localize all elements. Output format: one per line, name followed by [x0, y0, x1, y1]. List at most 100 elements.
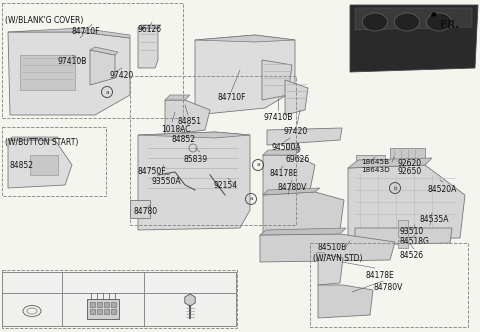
Polygon shape	[138, 25, 161, 28]
Bar	[356, 155, 385, 172]
Text: 84780V: 84780V	[278, 183, 307, 192]
Text: (W/AVN STD): (W/AVN STD)	[313, 255, 362, 264]
Text: 93510: 93510	[400, 227, 424, 236]
Text: 84710F: 84710F	[218, 94, 247, 103]
Polygon shape	[348, 165, 465, 240]
Text: 84178E: 84178E	[366, 271, 395, 280]
Polygon shape	[263, 155, 315, 195]
Polygon shape	[195, 35, 295, 115]
Polygon shape	[355, 228, 452, 245]
Polygon shape	[318, 253, 343, 285]
Text: 84510B: 84510B	[317, 243, 346, 253]
Bar	[20, 55, 75, 90]
Text: 96126: 96126	[138, 26, 162, 35]
Polygon shape	[260, 228, 346, 235]
Text: 69626: 69626	[286, 154, 310, 163]
Text: 92154: 92154	[213, 181, 237, 190]
Polygon shape	[138, 132, 250, 138]
Text: 84535A: 84535A	[419, 215, 448, 224]
Bar	[310, 243, 468, 327]
Polygon shape	[263, 192, 344, 235]
Text: a: a	[256, 162, 260, 168]
Bar	[111, 302, 116, 307]
Text: 84526: 84526	[400, 252, 424, 261]
Bar	[87, 299, 119, 319]
Text: 97420: 97420	[110, 70, 134, 79]
Text: 97410B: 97410B	[57, 57, 86, 66]
Bar	[398, 220, 408, 228]
Bar	[30, 155, 58, 175]
Polygon shape	[8, 32, 130, 115]
Text: 84750F: 84750F	[138, 168, 167, 177]
Ellipse shape	[395, 13, 420, 31]
Bar	[2, 3, 183, 118]
Bar	[104, 309, 109, 314]
Bar	[90, 309, 95, 314]
Bar	[130, 200, 150, 218]
Polygon shape	[285, 80, 308, 115]
Text: a: a	[249, 197, 253, 202]
Bar	[130, 76, 296, 225]
Bar	[2, 272, 236, 326]
Polygon shape	[348, 158, 432, 168]
Text: 94500A: 94500A	[271, 143, 300, 152]
Text: 1249EB: 1249EB	[150, 275, 179, 284]
Polygon shape	[165, 95, 190, 100]
Text: 84852: 84852	[172, 134, 196, 143]
Ellipse shape	[362, 13, 387, 31]
Polygon shape	[8, 137, 58, 140]
Text: 84178E: 84178E	[270, 169, 299, 178]
Text: b  85261C: b 85261C	[67, 275, 106, 284]
Polygon shape	[90, 47, 118, 55]
Text: 84710F: 84710F	[72, 28, 100, 37]
Polygon shape	[263, 150, 300, 155]
Polygon shape	[262, 60, 292, 100]
Text: 84520A: 84520A	[428, 185, 457, 194]
Ellipse shape	[427, 13, 452, 31]
Text: 84852: 84852	[10, 160, 34, 170]
Text: 1018AC: 1018AC	[161, 125, 191, 134]
Text: b: b	[393, 186, 397, 191]
Polygon shape	[260, 234, 395, 262]
Polygon shape	[195, 35, 295, 42]
Polygon shape	[165, 100, 210, 135]
Polygon shape	[350, 5, 478, 72]
Text: 97420: 97420	[284, 127, 308, 136]
Polygon shape	[8, 28, 130, 38]
Polygon shape	[267, 128, 342, 145]
Bar	[2, 127, 106, 196]
Text: 84518G: 84518G	[400, 237, 430, 246]
Polygon shape	[355, 8, 472, 30]
Text: 97410B: 97410B	[264, 113, 293, 122]
Text: 92620: 92620	[398, 159, 422, 169]
Text: 84780: 84780	[133, 208, 157, 216]
Bar	[97, 309, 102, 314]
Bar	[398, 240, 408, 248]
Text: FR.: FR.	[440, 20, 459, 30]
Text: 84780V: 84780V	[374, 284, 403, 292]
Polygon shape	[138, 132, 250, 230]
Polygon shape	[8, 140, 72, 188]
Bar	[398, 230, 408, 237]
Text: a: a	[105, 90, 109, 95]
Text: 93550A: 93550A	[152, 178, 181, 187]
Text: 18645B: 18645B	[361, 159, 389, 165]
Polygon shape	[90, 50, 115, 85]
Bar	[316, 252, 324, 260]
Bar	[97, 302, 102, 307]
Text: (W/BUTTON START): (W/BUTTON START)	[5, 137, 78, 146]
Polygon shape	[138, 28, 158, 68]
Text: 84851: 84851	[177, 117, 201, 125]
Bar	[2, 270, 237, 328]
Bar	[111, 309, 116, 314]
Bar	[104, 302, 109, 307]
Text: (W/BLANK'G COVER): (W/BLANK'G COVER)	[5, 16, 84, 25]
Bar	[286, 143, 298, 152]
Bar	[390, 148, 425, 170]
Polygon shape	[263, 188, 320, 195]
Text: 92650: 92650	[398, 168, 422, 177]
Text: 85839: 85839	[183, 154, 207, 163]
Text: 18643D: 18643D	[361, 167, 390, 173]
Text: a  84747: a 84747	[5, 275, 39, 284]
Polygon shape	[318, 285, 373, 318]
